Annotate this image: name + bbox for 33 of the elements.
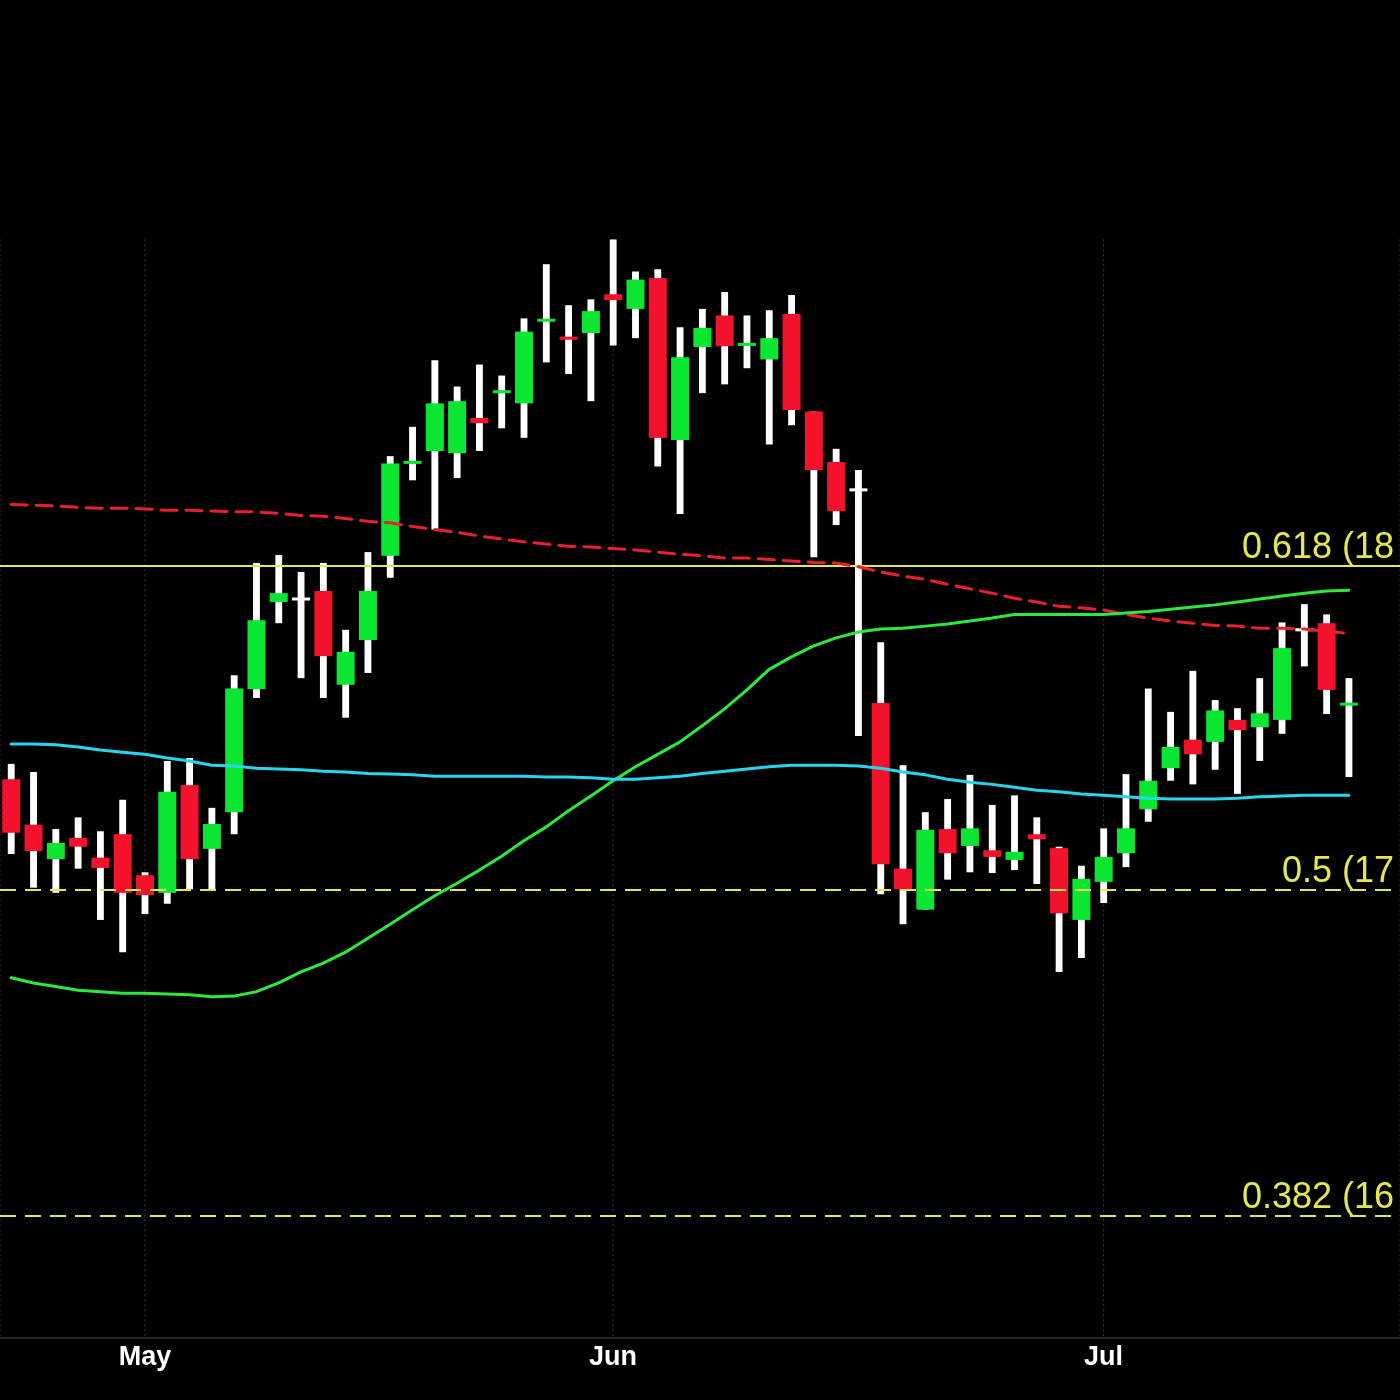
- candlestick: [269, 555, 288, 624]
- candlestick: [693, 308, 712, 394]
- x-tick-label: May: [118, 1341, 172, 1372]
- candlestick: [46, 829, 65, 893]
- candlestick: [581, 299, 600, 402]
- candlestick: [604, 239, 623, 346]
- candlestick: [559, 305, 578, 375]
- annotation: 0.618 (18: [1241, 525, 1394, 567]
- candlestick: [1250, 678, 1269, 761]
- candlestick: [292, 571, 311, 679]
- candlestick: [1228, 708, 1247, 794]
- x-tick-label: Jun: [589, 1341, 638, 1372]
- candlestick: [737, 315, 756, 369]
- candlestick: [1027, 817, 1046, 885]
- annotation: 0.5 (17: [1281, 848, 1394, 890]
- candlestick: [760, 310, 779, 445]
- candlestick: [403, 426, 422, 481]
- candlestick: [69, 817, 88, 869]
- candlestick: [91, 831, 110, 920]
- candlestick: [1005, 795, 1024, 871]
- candlestick: [983, 804, 1002, 874]
- candlestick: [492, 375, 511, 429]
- x-tick-label: Jul: [1084, 1341, 1124, 1372]
- candlestick: [136, 872, 154, 915]
- candlestick: [894, 765, 913, 925]
- candlestick: [470, 364, 489, 452]
- candlestick: [537, 264, 556, 363]
- candlestick: [1339, 678, 1358, 778]
- annotation: 0.382 (16: [1241, 1174, 1394, 1216]
- candlestick: [849, 470, 868, 737]
- candlestick: [960, 774, 979, 873]
- candlestick: [1161, 711, 1180, 781]
- candlestick: [1183, 670, 1202, 785]
